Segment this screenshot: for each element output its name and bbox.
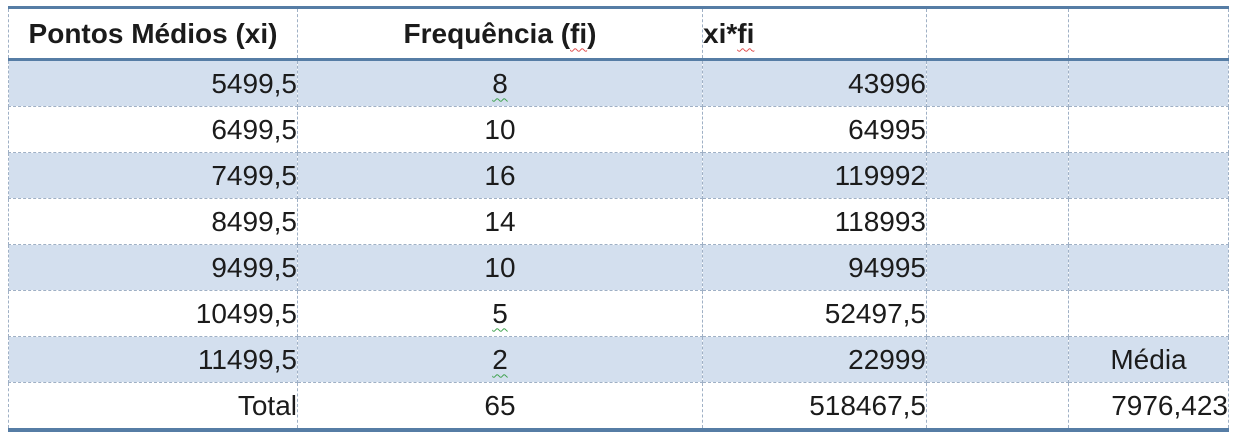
cell-xi[interactable]: 11499,5 xyxy=(8,336,298,383)
frequency-table: Pontos Médios (xi) Frequência (fi) xi*fi… xyxy=(8,6,1229,432)
header-cell-xifi[interactable]: xi*fi xyxy=(702,6,927,61)
cell-xifi[interactable]: 118993 xyxy=(702,198,927,245)
table-row: 6499,5 10 64995 xyxy=(8,106,1229,153)
cell-fi[interactable]: 10 xyxy=(297,106,703,153)
cell-empty[interactable] xyxy=(926,290,1069,337)
cell-empty[interactable] xyxy=(1068,59,1229,107)
table-row: 11499,5 2 22999 Média xyxy=(8,336,1229,383)
header-label-xifi-prefix: xi* xyxy=(703,17,738,49)
cell-xifi[interactable]: 94995 xyxy=(702,244,927,291)
header-label-frequencia-suffix: ) xyxy=(587,17,597,49)
cell-total-label[interactable]: Total xyxy=(8,382,298,432)
cell-xifi[interactable]: 52497,5 xyxy=(702,290,927,337)
cell-empty[interactable] xyxy=(926,382,1069,432)
cell-fi[interactable]: 10 xyxy=(297,244,703,291)
cell-empty[interactable] xyxy=(926,59,1069,107)
cell-fi[interactable]: 2 xyxy=(297,336,703,383)
flagged-value: 2 xyxy=(492,343,508,375)
flagged-value: 5 xyxy=(492,297,508,329)
cell-xifi[interactable]: 119992 xyxy=(702,152,927,199)
table-row: 7499,5 16 119992 xyxy=(8,152,1229,199)
table-row-total: Total 65 518467,5 7976,423 xyxy=(8,382,1229,432)
cell-empty[interactable] xyxy=(1068,290,1229,337)
header-cell-empty-1[interactable] xyxy=(926,6,1069,61)
cell-empty[interactable] xyxy=(926,198,1069,245)
cell-empty[interactable] xyxy=(1068,152,1229,199)
flagged-value: 8 xyxy=(492,67,508,99)
cell-xi[interactable]: 8499,5 xyxy=(8,198,298,245)
cell-fi-total[interactable]: 65 xyxy=(297,382,703,432)
cell-xifi[interactable]: 43996 xyxy=(702,59,927,107)
header-label-frequencia-prefix: Frequência ( xyxy=(403,17,571,49)
cell-xi[interactable]: 10499,5 xyxy=(8,290,298,337)
table-row: 5499,5 8 43996 xyxy=(8,59,1229,107)
header-label-pontos-medios: Pontos Médios (xi) xyxy=(28,17,278,49)
header-cell-empty-2[interactable] xyxy=(1068,6,1229,61)
table-header-row: Pontos Médios (xi) Frequência (fi) xi*fi xyxy=(8,6,1229,61)
cell-fi[interactable]: 14 xyxy=(297,198,703,245)
cell-fi[interactable]: 5 xyxy=(297,290,703,337)
header-label-xifi-flagged: fi xyxy=(737,17,755,49)
cell-empty[interactable] xyxy=(1068,106,1229,153)
table-row: 9499,5 10 94995 xyxy=(8,244,1229,291)
cell-xifi[interactable]: 22999 xyxy=(702,336,927,383)
cell-empty[interactable] xyxy=(926,336,1069,383)
cell-xi[interactable]: 7499,5 xyxy=(8,152,298,199)
cell-empty[interactable] xyxy=(1068,198,1229,245)
table-row: 10499,5 5 52497,5 xyxy=(8,290,1229,337)
cell-xifi-total[interactable]: 518467,5 xyxy=(702,382,927,432)
cell-empty[interactable] xyxy=(926,106,1069,153)
cell-xi[interactable]: 5499,5 xyxy=(8,59,298,107)
cell-xi[interactable]: 6499,5 xyxy=(8,106,298,153)
cell-xifi[interactable]: 64995 xyxy=(702,106,927,153)
header-cell-pontos-medios[interactable]: Pontos Médios (xi) xyxy=(8,6,298,61)
cell-empty[interactable] xyxy=(1068,244,1229,291)
cell-media-value[interactable]: 7976,423 xyxy=(1068,382,1229,432)
cell-empty[interactable] xyxy=(926,244,1069,291)
table-row: 8499,5 14 118993 xyxy=(8,198,1229,245)
cell-media-label[interactable]: Média xyxy=(1068,336,1229,383)
header-label-frequencia-flagged: fi xyxy=(570,17,588,49)
cell-fi[interactable]: 8 xyxy=(297,59,703,107)
cell-fi[interactable]: 16 xyxy=(297,152,703,199)
header-cell-frequencia[interactable]: Frequência (fi) xyxy=(297,6,703,61)
cell-empty[interactable] xyxy=(926,152,1069,199)
cell-xi[interactable]: 9499,5 xyxy=(8,244,298,291)
